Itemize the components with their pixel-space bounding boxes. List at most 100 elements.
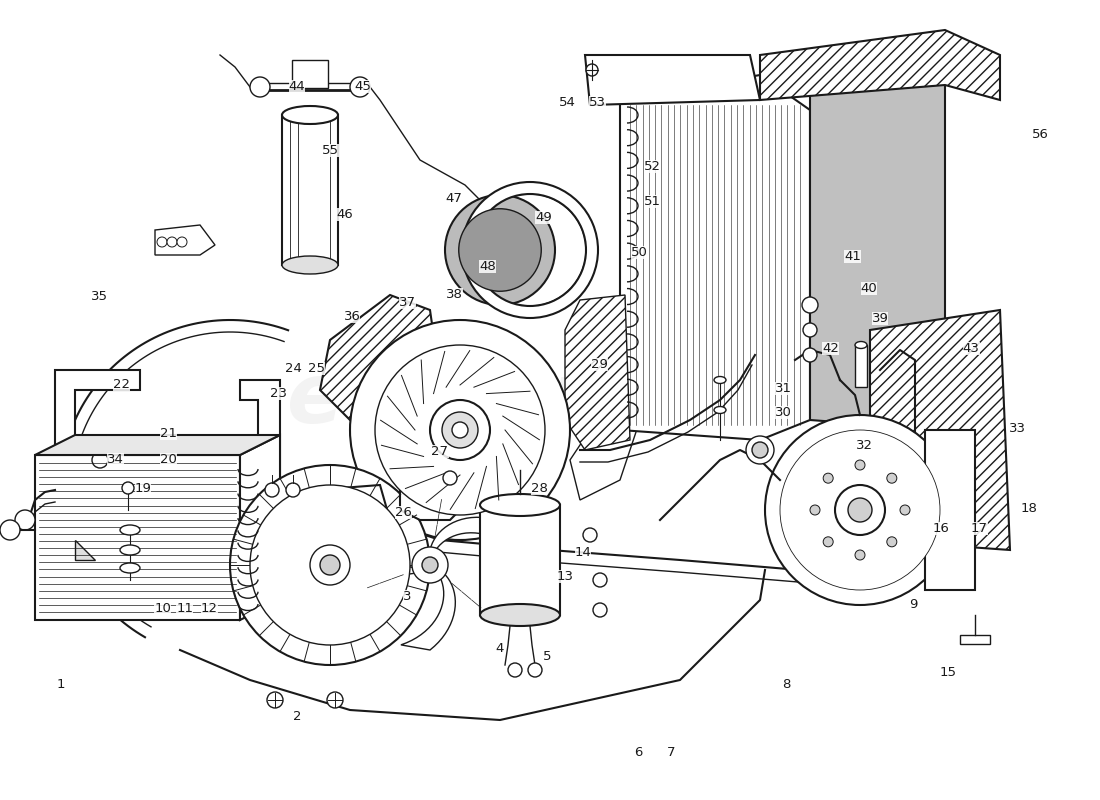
Circle shape [267, 692, 283, 708]
Text: 31: 31 [774, 382, 792, 394]
Text: 12: 12 [200, 602, 218, 614]
Polygon shape [400, 475, 460, 520]
Text: 18: 18 [1020, 502, 1037, 514]
Text: 47: 47 [446, 192, 463, 205]
Circle shape [800, 450, 920, 570]
Polygon shape [356, 500, 417, 574]
Circle shape [593, 573, 607, 587]
Circle shape [855, 550, 865, 560]
Text: 41: 41 [844, 250, 861, 262]
Text: 34: 34 [107, 453, 124, 466]
Polygon shape [320, 295, 440, 420]
Circle shape [327, 692, 343, 708]
Bar [925, 430, 975, 590]
Text: 27: 27 [431, 446, 449, 458]
Circle shape [375, 345, 544, 515]
Circle shape [790, 440, 930, 580]
Text: 1: 1 [56, 678, 65, 690]
Text: 11: 11 [176, 602, 194, 614]
Text: 15: 15 [939, 666, 957, 678]
Text: 2: 2 [293, 710, 301, 722]
Ellipse shape [282, 106, 338, 124]
Circle shape [474, 194, 586, 306]
Text: 20: 20 [160, 453, 177, 466]
Ellipse shape [714, 377, 726, 383]
Polygon shape [565, 295, 630, 450]
Circle shape [593, 603, 607, 617]
Text: 19: 19 [134, 482, 152, 494]
Bar [855, 345, 867, 387]
Ellipse shape [120, 545, 140, 555]
Ellipse shape [714, 406, 726, 414]
Circle shape [442, 412, 478, 448]
Circle shape [752, 442, 768, 458]
Polygon shape [620, 75, 810, 440]
Text: eurospares: eurospares [286, 359, 814, 441]
Text: 29: 29 [591, 358, 608, 370]
Circle shape [803, 323, 817, 337]
Circle shape [835, 485, 886, 535]
Circle shape [350, 320, 570, 540]
Text: 35: 35 [90, 290, 108, 302]
Text: 51: 51 [644, 195, 661, 208]
Text: 37: 37 [398, 296, 416, 309]
Text: 9: 9 [909, 598, 917, 610]
Text: 30: 30 [774, 406, 792, 419]
Bar [960, 635, 990, 644]
Circle shape [586, 64, 598, 76]
Text: 4: 4 [495, 642, 504, 654]
Text: 26: 26 [395, 506, 412, 518]
Circle shape [803, 348, 817, 362]
Circle shape [583, 528, 597, 542]
Bar [480, 505, 560, 615]
Circle shape [452, 422, 468, 438]
Circle shape [250, 77, 270, 97]
Polygon shape [55, 370, 140, 560]
Circle shape [157, 237, 167, 247]
Polygon shape [870, 310, 1010, 550]
Circle shape [780, 430, 940, 590]
Circle shape [848, 498, 872, 522]
Bar [292, 60, 328, 88]
Polygon shape [585, 55, 760, 105]
Ellipse shape [480, 604, 560, 626]
Text: 48: 48 [478, 260, 496, 273]
Circle shape [746, 436, 774, 464]
Text: 24: 24 [285, 362, 303, 374]
Text: 40: 40 [860, 282, 878, 294]
Circle shape [310, 545, 350, 585]
Text: 7: 7 [667, 746, 675, 758]
Polygon shape [430, 518, 514, 551]
Ellipse shape [282, 256, 338, 274]
Text: 54: 54 [559, 96, 576, 109]
Circle shape [412, 547, 448, 583]
Circle shape [764, 415, 955, 605]
Text: 42: 42 [822, 342, 839, 354]
Text: 25: 25 [308, 362, 326, 374]
Text: 44: 44 [288, 80, 306, 93]
Circle shape [177, 237, 187, 247]
Circle shape [810, 505, 820, 515]
Circle shape [823, 473, 833, 483]
Ellipse shape [120, 525, 140, 535]
Circle shape [15, 510, 35, 530]
Circle shape [508, 663, 522, 677]
Text: 3: 3 [403, 590, 411, 602]
Bar [35, 455, 240, 620]
Polygon shape [760, 30, 1000, 100]
Polygon shape [570, 370, 640, 500]
Text: 38: 38 [446, 288, 463, 301]
Text: 23: 23 [270, 387, 287, 400]
Text: 49: 49 [535, 211, 552, 224]
Circle shape [823, 537, 833, 547]
Text: 33: 33 [1009, 422, 1026, 435]
Text: 28: 28 [530, 482, 548, 494]
Bar [282, 115, 338, 265]
Circle shape [855, 460, 865, 470]
Polygon shape [35, 435, 280, 455]
Circle shape [92, 452, 108, 468]
Polygon shape [240, 380, 280, 500]
Text: 8: 8 [782, 678, 791, 690]
Polygon shape [75, 540, 95, 560]
Text: 50: 50 [630, 246, 648, 258]
